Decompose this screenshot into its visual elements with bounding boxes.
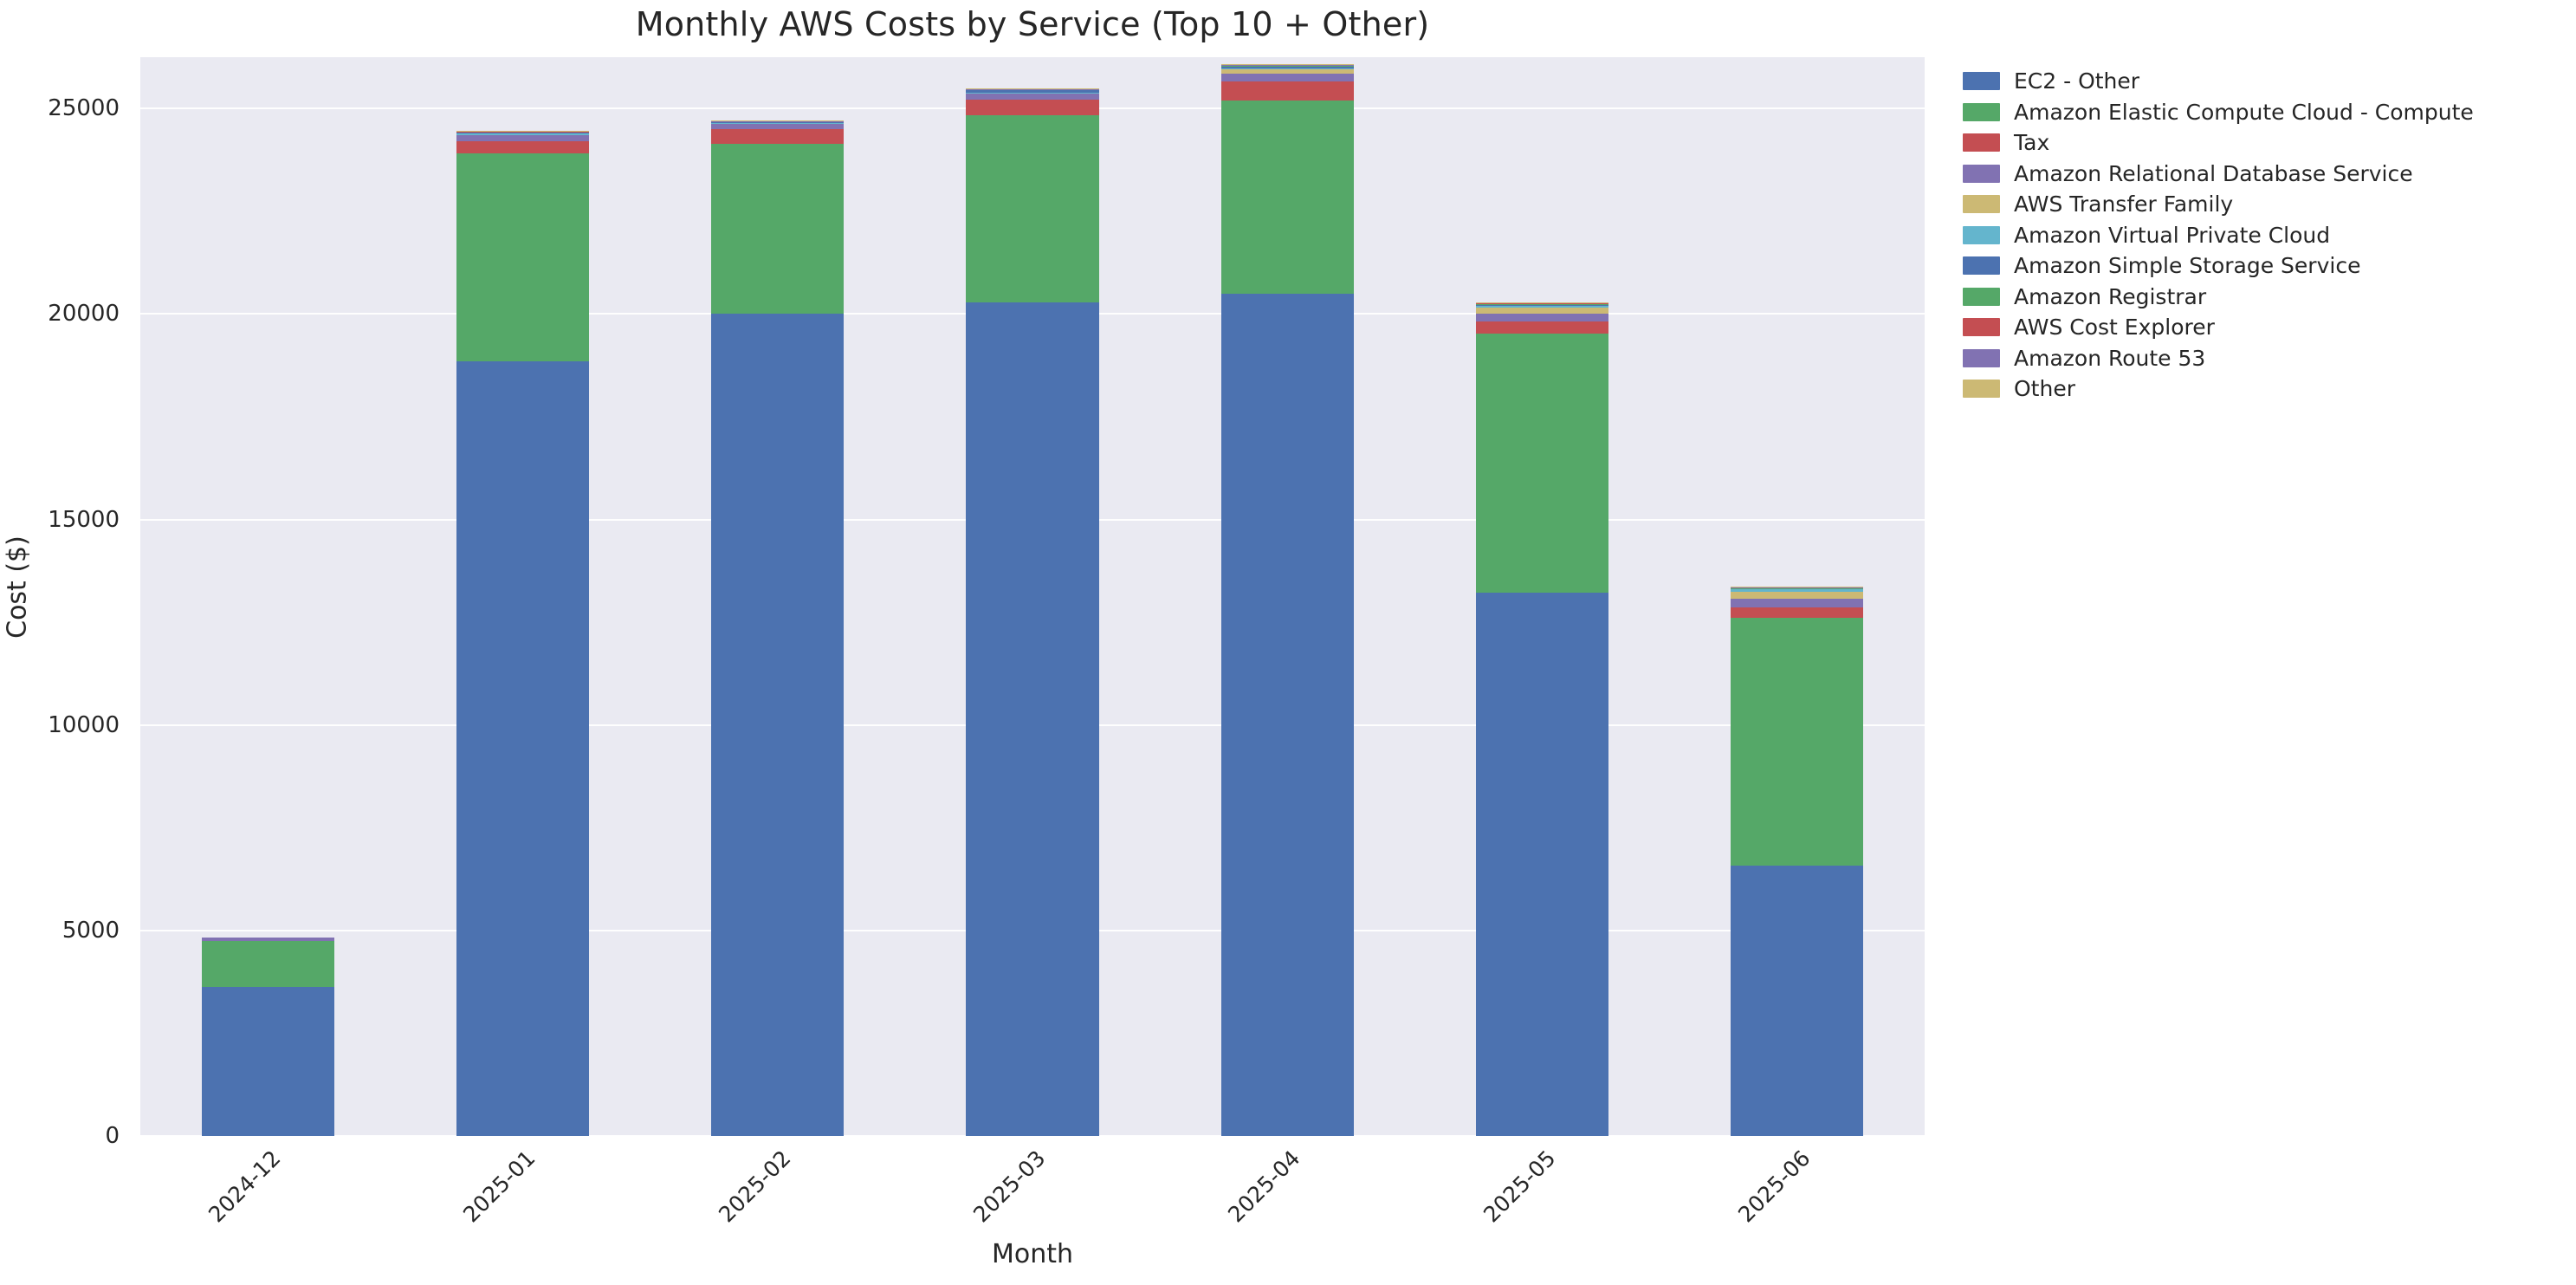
legend-item-label: Amazon Simple Storage Service [2014,253,2361,279]
legend-item[interactable]: Amazon Registrar [1963,282,2560,313]
legend-item[interactable]: AWS Transfer Family [1963,189,2560,220]
y-tick-label: 10000 [48,711,120,738]
legend-item-label: Amazon Registrar [2014,283,2207,309]
legend-swatch-icon [1963,102,2000,121]
legend-item[interactable]: Amazon Simple Storage Service [1963,250,2560,282]
legend-item-label: AWS Transfer Family [2014,191,2234,217]
legend-swatch-icon [1963,164,2000,183]
chart-title: Monthly AWS Costs by Service (Top 10 + O… [635,5,1430,43]
legend-item-label: Amazon Relational Database Service [2014,160,2413,186]
y-tick-label: 5000 [61,917,120,944]
legend-item[interactable]: Other [1963,373,2560,405]
legend-swatch-icon [1963,133,2000,153]
legend-item[interactable]: Amazon Virtual Private Cloud [1963,220,2560,251]
legend-swatch-icon [1963,318,2000,337]
legend-item-label: Other [2014,376,2075,402]
legend-swatch-icon [1963,348,2000,367]
y-axis-ticks: 0 5000 10000 15000 20000 25000 [0,0,130,1285]
y-tick-label: 15000 [48,506,120,533]
y-tick-label: 25000 [48,95,120,122]
legend-item-label: EC2 - Other [2014,68,2140,94]
legend-swatch-icon [1963,225,2000,244]
legend-item-label: Amazon Route 53 [2014,345,2206,371]
legend-item-label: Amazon Elastic Compute Cloud - Compute [2014,99,2474,125]
y-tick-label: 20000 [48,301,120,328]
legend-swatch-icon [1963,287,2000,306]
legend-item-label: Amazon Virtual Private Cloud [2014,222,2331,248]
x-axis-label: Month [991,1239,1074,1269]
chart-legend: EC2 - Other Amazon Elastic Compute Cloud … [1963,66,2560,405]
legend-swatch-icon [1963,380,2000,399]
legend-item[interactable]: Amazon Elastic Compute Cloud - Compute [1963,97,2560,128]
legend-item-label: AWS Cost Explorer [2014,315,2215,341]
y-tick-label: 0 [105,1123,120,1149]
legend-swatch-icon [1963,256,2000,276]
legend-swatch-icon [1963,195,2000,214]
legend-swatch-icon [1963,72,2000,91]
legend-item[interactable]: Amazon Route 53 [1963,343,2560,374]
legend-item[interactable]: Tax [1963,127,2560,159]
legend-item[interactable]: EC2 - Other [1963,66,2560,97]
gridline-y-0 [140,1135,1925,1137]
legend-item[interactable]: AWS Cost Explorer [1963,312,2560,343]
legend-item[interactable]: Amazon Relational Database Service [1963,159,2560,190]
legend-item-label: Tax [2014,130,2050,156]
